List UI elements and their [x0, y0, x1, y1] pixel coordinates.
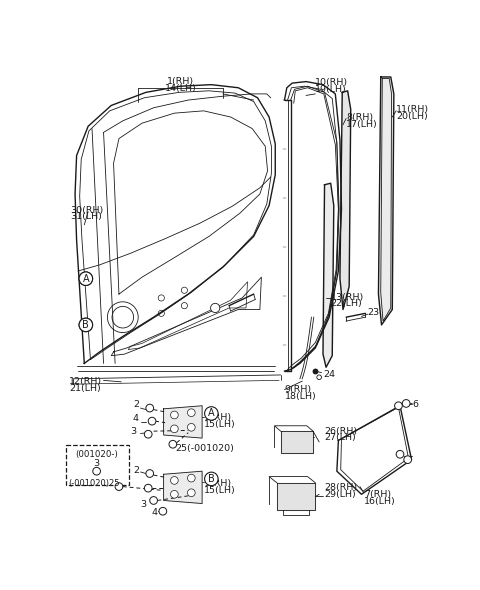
Circle shape: [148, 417, 156, 425]
Circle shape: [93, 467, 100, 475]
Text: 28(RH): 28(RH): [324, 483, 358, 491]
Text: 1(RH): 1(RH): [167, 77, 194, 86]
Circle shape: [170, 425, 178, 432]
Text: 19(LH): 19(LH): [315, 86, 347, 94]
Text: 30(RH): 30(RH): [71, 205, 104, 215]
Circle shape: [169, 440, 177, 448]
Text: 10(RH): 10(RH): [315, 78, 348, 87]
Text: 3: 3: [130, 427, 136, 437]
Text: 9(RH): 9(RH): [285, 385, 312, 394]
Circle shape: [115, 483, 123, 490]
Text: 4: 4: [133, 414, 139, 423]
Polygon shape: [277, 483, 315, 510]
Circle shape: [188, 489, 195, 497]
Circle shape: [402, 399, 410, 407]
Text: 20(LH): 20(LH): [396, 112, 428, 122]
Text: 31(LH): 31(LH): [71, 212, 102, 221]
Text: 4: 4: [151, 508, 157, 517]
Text: B: B: [208, 474, 215, 484]
Circle shape: [144, 484, 152, 492]
Circle shape: [170, 411, 178, 419]
Circle shape: [146, 404, 154, 412]
Circle shape: [404, 456, 411, 464]
Text: 27(LH): 27(LH): [324, 434, 356, 442]
Text: 16(LH): 16(LH): [364, 497, 396, 506]
Text: 14(LH): 14(LH): [165, 84, 196, 93]
Circle shape: [395, 402, 402, 409]
Text: 12(RH): 12(RH): [69, 377, 102, 386]
Text: 11(RH): 11(RH): [396, 106, 429, 114]
Text: 7(RH): 7(RH): [364, 490, 391, 500]
Polygon shape: [378, 77, 394, 325]
Text: 29(LH): 29(LH): [324, 490, 356, 499]
Text: 8(RH): 8(RH): [346, 113, 373, 122]
Text: 3: 3: [94, 459, 100, 468]
Text: 18(LH): 18(LH): [285, 392, 316, 401]
Circle shape: [211, 303, 220, 313]
Circle shape: [188, 474, 195, 482]
Circle shape: [188, 409, 195, 417]
Circle shape: [170, 490, 178, 498]
Text: 24: 24: [323, 369, 335, 379]
Circle shape: [317, 375, 322, 379]
Text: 15(LH): 15(LH): [204, 421, 236, 430]
Circle shape: [146, 470, 154, 477]
Circle shape: [150, 497, 157, 504]
Polygon shape: [323, 183, 334, 367]
Text: 26(RH): 26(RH): [324, 427, 358, 435]
Text: B: B: [83, 320, 89, 330]
Text: 5(RH): 5(RH): [204, 414, 231, 422]
Polygon shape: [281, 431, 313, 453]
Text: 15(LH): 15(LH): [204, 486, 236, 495]
Text: 23: 23: [368, 308, 380, 317]
Text: (001020-): (001020-): [75, 450, 118, 458]
Text: 5(RH): 5(RH): [204, 479, 231, 488]
Text: (-001020)25: (-001020)25: [68, 479, 120, 488]
Polygon shape: [164, 471, 202, 503]
Circle shape: [170, 477, 178, 484]
Circle shape: [396, 450, 404, 458]
Polygon shape: [340, 91, 351, 310]
Text: 3: 3: [141, 500, 147, 509]
Text: A: A: [83, 274, 89, 284]
Text: 2: 2: [133, 401, 140, 409]
Circle shape: [159, 507, 167, 515]
Text: B: B: [83, 320, 89, 330]
Text: 2: 2: [133, 466, 140, 475]
Text: 6: 6: [412, 399, 418, 409]
FancyBboxPatch shape: [66, 445, 129, 485]
Text: 22(LH): 22(LH): [331, 300, 362, 309]
Polygon shape: [164, 406, 202, 438]
Text: 17(LH): 17(LH): [346, 120, 378, 129]
Text: 25(-001020): 25(-001020): [175, 444, 234, 453]
Text: 21(LH): 21(LH): [69, 384, 101, 393]
Circle shape: [188, 424, 195, 431]
Text: 13(RH): 13(RH): [331, 293, 364, 301]
Circle shape: [144, 430, 152, 438]
Text: A: A: [83, 274, 89, 284]
Text: A: A: [208, 408, 215, 418]
